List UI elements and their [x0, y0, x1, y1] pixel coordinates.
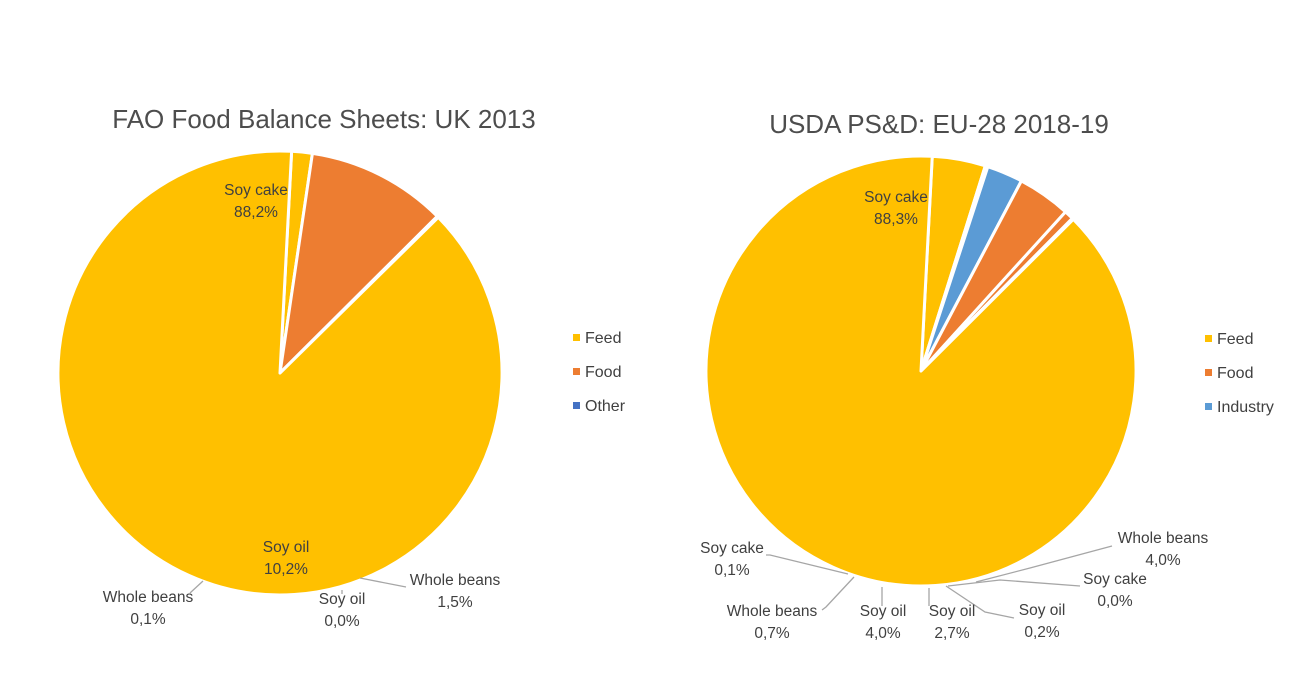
slice-label-value: 4,0% [1145, 552, 1181, 569]
legend-swatch [1205, 369, 1212, 376]
legend-label: Food [585, 364, 621, 381]
leader-line [947, 579, 1081, 587]
pie-slices [704, 154, 1138, 588]
slice-label-value: 4,0% [865, 625, 901, 642]
leader-line [189, 580, 204, 594]
slice-labels: Whole beans 1,5% Soy oil 0,0% Soy oil 10,2% Wh… [103, 182, 501, 630]
slice-label-value: 88,2% [234, 204, 278, 221]
slice-label-value: 2,7% [934, 625, 970, 642]
legend-label: Other [585, 398, 626, 415]
leader-lines [766, 545, 1113, 619]
slice-label-name: Whole beans [1118, 530, 1209, 547]
slice-label-name: Whole beans [103, 589, 194, 606]
slice-label-name: Soy oil [860, 603, 907, 620]
legend: Feed Food Industry [1205, 331, 1274, 416]
slice-label-name: Soy oil [263, 539, 310, 556]
leader-line [975, 545, 1113, 583]
leader-line [766, 554, 849, 575]
slice-label-value: 10,2% [264, 561, 308, 578]
legend-label: Industry [1217, 399, 1274, 416]
pie-slices [56, 149, 504, 597]
slice-label-name: Whole beans [410, 572, 501, 589]
slice-label-name: Soy cake [700, 540, 764, 557]
legend-swatch [573, 402, 580, 409]
slice-label-value: 0,7% [754, 625, 790, 642]
slice-label-value: 0,0% [1097, 593, 1133, 610]
chart-fao-uk-2013: FAO Food Balance Sheets: UK 2013 Whole b… [56, 104, 626, 630]
slice-label-name: Soy cake [1083, 571, 1147, 588]
pie-slice [704, 154, 1138, 588]
chart-title: USDA PS&D: EU-28 2018-19 [769, 109, 1109, 139]
legend-swatch [1205, 403, 1212, 410]
legend: Feed Food Other [573, 330, 626, 415]
chart-title: FAO Food Balance Sheets: UK 2013 [112, 104, 535, 134]
legend-label: Food [1217, 365, 1253, 382]
leader-line [821, 576, 855, 611]
slice-label-name: Soy oil [1019, 602, 1066, 619]
leader-line [359, 577, 407, 588]
pie-slice [278, 151, 439, 375]
slice-label-value: 0,1% [130, 611, 166, 628]
slice-label-value: 1,5% [437, 594, 473, 611]
slice-label-name: Soy oil [929, 603, 976, 620]
legend-label: Feed [585, 330, 621, 347]
leader-lines [189, 577, 407, 594]
slice-labels: Whole beans 4,0% Soy cake 0,0% Soy oil 0,2% So… [700, 189, 1208, 642]
chart-usda-eu28-2018-19: USDA PS&D: EU-28 2018-19 Whole beans 4,0%… [700, 109, 1274, 642]
pie-slice [56, 149, 504, 597]
legend-label: Feed [1217, 331, 1253, 348]
slice-label-value: 88,3% [874, 211, 918, 228]
legend-swatch [1205, 335, 1212, 342]
legend-swatch [573, 334, 580, 341]
slice-label-name: Whole beans [727, 603, 818, 620]
slice-label-value: 0,2% [1024, 624, 1060, 641]
leader-line [945, 585, 1015, 619]
slice-label-value: 0,1% [714, 562, 750, 579]
slice-label-name: Soy cake [864, 189, 928, 206]
slice-label-name: Soy oil [319, 591, 366, 608]
legend-swatch [573, 368, 580, 375]
slice-label-value: 0,0% [324, 613, 360, 630]
slice-label-name: Soy cake [224, 182, 288, 199]
